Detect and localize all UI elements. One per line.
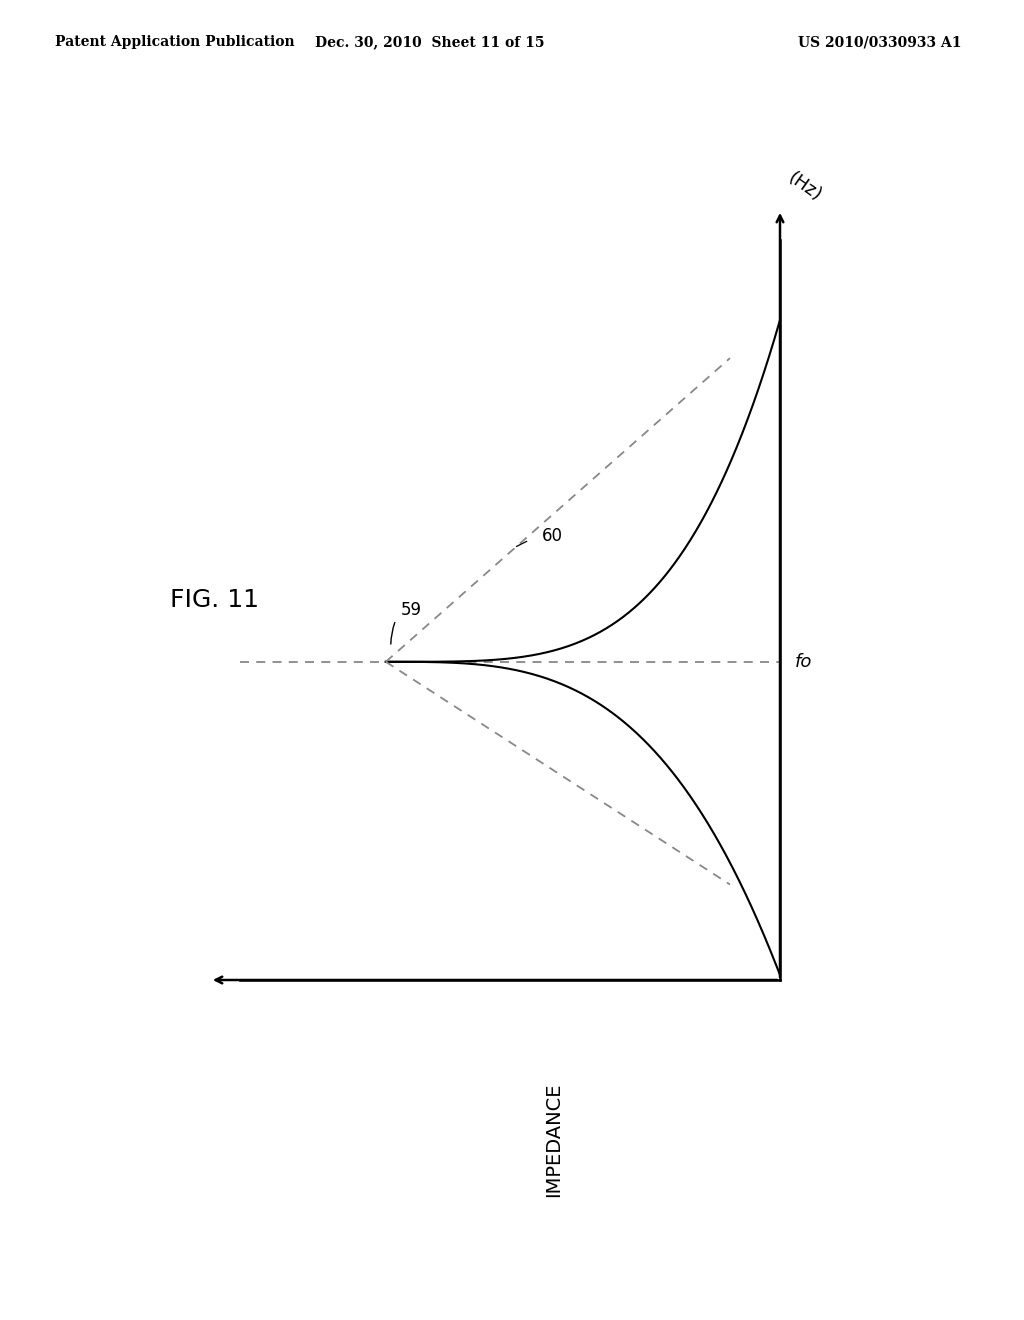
Text: US 2010/0330933 A1: US 2010/0330933 A1 [799,36,962,49]
Text: (Hz): (Hz) [784,169,825,205]
Text: Dec. 30, 2010  Sheet 11 of 15: Dec. 30, 2010 Sheet 11 of 15 [315,36,545,49]
Text: 60: 60 [542,528,562,545]
Text: FIG. 11: FIG. 11 [170,587,259,612]
Text: Patent Application Publication: Patent Application Publication [55,36,295,49]
Text: IMPEDANCE: IMPEDANCE [544,1082,563,1197]
Text: fo: fo [795,653,812,671]
Text: 59: 59 [400,601,422,619]
